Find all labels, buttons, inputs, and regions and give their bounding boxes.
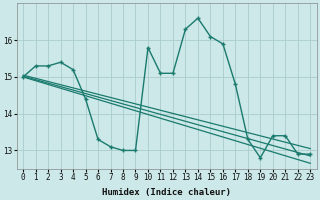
X-axis label: Humidex (Indice chaleur): Humidex (Indice chaleur) [102, 188, 231, 197]
